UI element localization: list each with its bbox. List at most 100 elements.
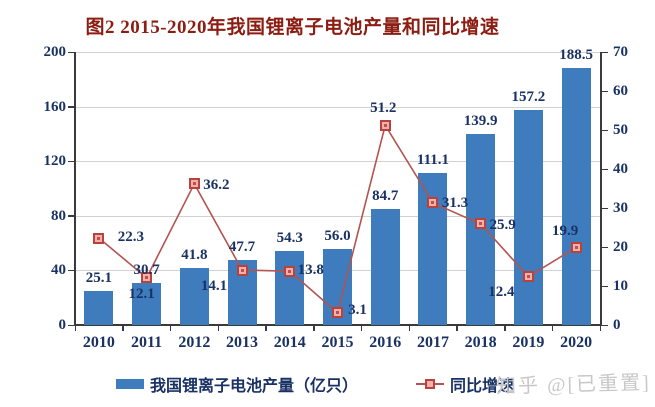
line-marker-icon [475, 218, 487, 230]
x-axis-tick [217, 326, 220, 331]
watermark: 知乎 @[已重置] [496, 371, 652, 399]
right-axis-tick-label: 60 [613, 83, 628, 99]
right-y-axis-line [600, 52, 602, 326]
x-axis-tick [599, 326, 601, 331]
bar-value-label: 41.8 [181, 246, 208, 263]
right-axis-tick [602, 285, 608, 287]
line-marker-dot [479, 222, 483, 226]
line-value-label: 19.9 [552, 223, 579, 240]
bar [561, 67, 591, 325]
line-marker-icon [284, 265, 296, 277]
plot-area: 25.1 30.7 41.8 47.7 54.3 56.0 84.7 111.1 139.9 15… [75, 47, 600, 325]
bar-value-label: 54.3 [276, 229, 303, 246]
line-marker-dot [288, 269, 292, 273]
left-y-axis-line [74, 52, 76, 326]
line-marker-dot [192, 182, 196, 186]
bar-value-label: 56.0 [324, 227, 351, 244]
right-axis-tick-label: 10 [613, 278, 628, 294]
line-marker-icon [141, 272, 153, 284]
left-axis-tick [68, 269, 74, 272]
line-marker-dot [97, 236, 101, 240]
x-axis-tick [313, 326, 315, 331]
right-axis-tick [602, 90, 608, 92]
x-axis-label: 2016 [369, 334, 402, 351]
line-marker-icon [522, 271, 534, 283]
legend-line-swatch [416, 379, 445, 389]
bar [179, 267, 209, 325]
right-axis-tick-label: 0 [613, 317, 621, 333]
bar-value-label: 188.5 [559, 46, 593, 63]
x-axis-tick [122, 326, 124, 331]
bar-value-label: 157.2 [511, 89, 546, 106]
left-axis-tick [68, 160, 74, 163]
x-axis-label: 2010 [82, 334, 115, 351]
x-axis-tick [360, 326, 363, 331]
legend-bar-label: 我国锂离子电池产量（亿只） [150, 378, 359, 395]
left-axis-tick [68, 215, 74, 217]
line-marker-icon [570, 241, 582, 253]
left-axis-tick-label: 120 [43, 153, 67, 170]
bar [370, 209, 400, 325]
x-axis-label: 2012 [178, 334, 211, 351]
x-axis-tick [551, 326, 554, 331]
x-axis-label: 2020 [560, 334, 593, 351]
left-axis-tick-label: 0 [58, 317, 67, 333]
right-axis-tick-label: 20 [613, 239, 628, 255]
right-axis-tick [602, 324, 608, 326]
left-axis-tick [68, 324, 74, 326]
line-value-label: 25.9 [489, 216, 516, 233]
legend-bar-swatch [116, 379, 144, 389]
line-value-label: 22.3 [117, 229, 144, 246]
bar [466, 134, 496, 325]
x-axis-label: 2014 [273, 334, 306, 351]
line-marker-icon [427, 197, 439, 209]
bar [513, 110, 543, 325]
x-axis-label: 2017 [416, 334, 449, 351]
line-value-label: 51.2 [370, 100, 397, 117]
line-marker-dot [526, 275, 530, 279]
chart-title: 图2 2015-2020年我国锂离子电池产量和同比增速 [85, 17, 500, 38]
left-axis-tick-label: 200 [43, 44, 67, 60]
bar-value-label: 30.7 [133, 262, 160, 279]
legend-line-marker-icon [425, 379, 436, 389]
right-axis-tick [602, 207, 608, 209]
line-value-label: 12.4 [488, 283, 515, 300]
right-axis-tick [602, 129, 608, 131]
line-marker-icon [236, 264, 248, 276]
left-axis-tick [68, 51, 74, 53]
x-axis-tick [504, 326, 506, 331]
line-marker-icon [93, 232, 105, 244]
line-marker-icon [379, 119, 391, 131]
gridline [75, 161, 600, 163]
right-axis-tick [602, 246, 608, 248]
left-axis-tick-label: 40 [51, 262, 66, 279]
left-axis-tick [68, 106, 74, 108]
right-axis-tick-label: 30 [613, 200, 628, 216]
line-value-label: 13.8 [297, 262, 324, 279]
left-axis-tick-label: 80 [51, 207, 66, 224]
x-axis-tick [169, 326, 172, 331]
x-axis-line [74, 324, 602, 326]
bar-value-label: 47.7 [228, 238, 256, 255]
x-axis-tick [265, 326, 267, 331]
line-marker-icon [188, 178, 200, 190]
legend-line-label: 同比增速 [450, 378, 515, 395]
x-axis-label: 2015 [321, 334, 354, 351]
line-value-label: 3.1 [348, 301, 367, 318]
x-axis-tick [456, 326, 458, 331]
x-axis-label: 2019 [512, 334, 545, 351]
x-axis-tick [408, 326, 411, 331]
line-marker-icon [332, 307, 343, 319]
legend: 我国锂离子电池产量（亿只） 同比增速 [116, 372, 514, 396]
bar [84, 290, 114, 325]
line-value-label: 12.1 [128, 285, 155, 302]
x-axis-label: 2018 [464, 334, 497, 351]
right-axis-tick-label: 40 [613, 161, 628, 177]
line-marker-dot [240, 268, 244, 272]
line-marker-dot [431, 201, 435, 205]
line-marker-dot [383, 123, 387, 127]
bar-value-label: 111.1 [416, 152, 449, 169]
bar [132, 283, 162, 325]
bar-value-label: 84.7 [372, 188, 399, 205]
